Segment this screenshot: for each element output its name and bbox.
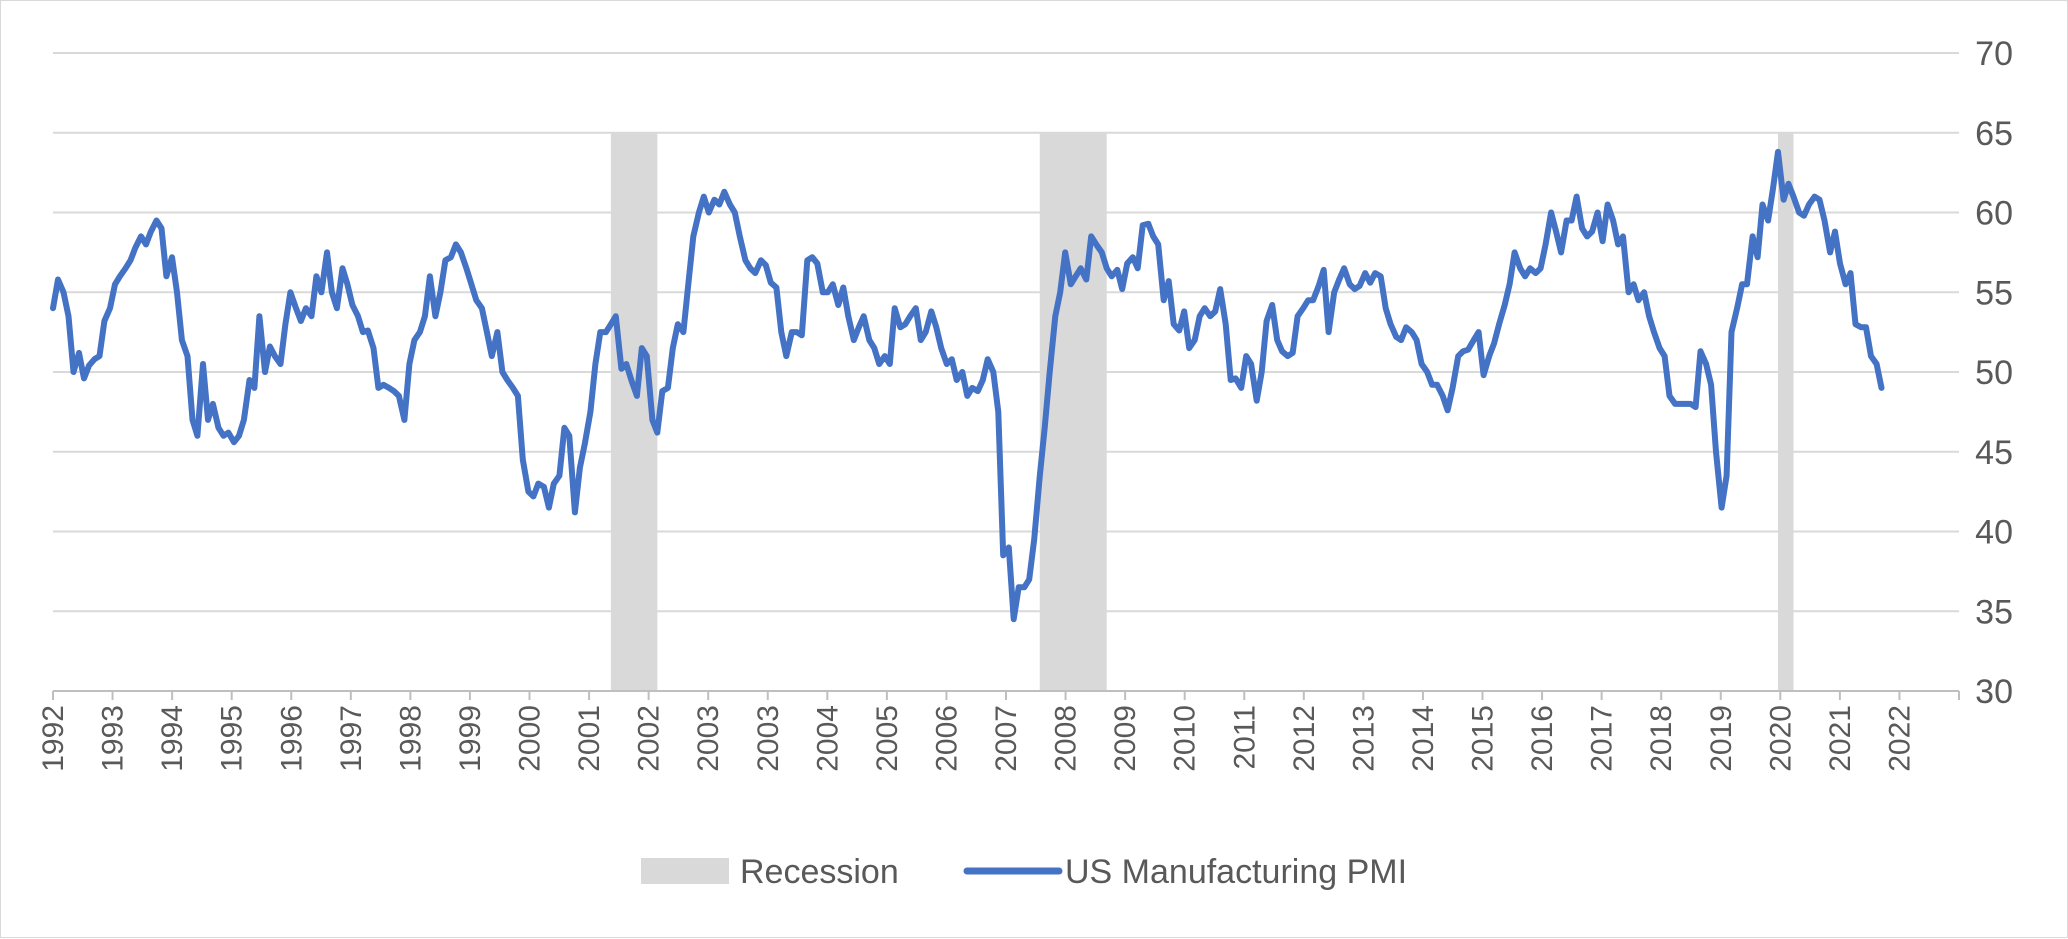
x-tick-label-23: 2014 [1407,705,1440,772]
x-tick-label-5: 1997 [335,705,368,772]
x-axis-tick-labels: 1992 1993 1994 1995 1996 1997 1998 1999 2000 2001… [37,705,1916,772]
x-tick-label-31: 2022 [1883,705,1916,772]
x-tick-label-4: 1996 [275,705,308,772]
x-tick-label-0: 1992 [37,705,70,772]
series-line-0 [50,148,1885,623]
x-tick-label-8: 2000 [514,705,547,772]
x-tick-label-11: 2003 [692,705,725,772]
x-tick-label-26: 2017 [1586,705,1619,772]
legend: Recession US Manufacturing PMI [641,853,1407,891]
y-tick-label-50: 50 [1975,354,2013,392]
x-tick-label-19: 2010 [1169,705,1202,772]
x-tick-label-27: 2018 [1645,705,1678,772]
x-tick-label-30: 2021 [1824,705,1857,772]
y-tick-label-60: 60 [1975,195,2013,233]
x-tick-label-29: 2020 [1764,705,1797,772]
x-tick-label-9: 2001 [573,705,606,772]
x-tick-label-28: 2019 [1705,705,1738,772]
recession-bands [610,132,1794,691]
legend-recession-swatch [641,858,729,884]
legend-recession-label: Recession [740,853,899,891]
x-tick-label-2: 1994 [156,705,189,772]
x-tick-label-25: 2016 [1526,705,1559,772]
y-tick-label-40: 40 [1975,514,2013,552]
recession-band-2 [1778,132,1794,691]
recession-band-1 [1039,132,1107,691]
x-tick-label-24: 2015 [1467,705,1500,772]
x-tick-label-16: 2007 [990,705,1023,772]
x-tick-label-6: 1998 [394,705,427,772]
y-axis-tick-labels: 30 35 40 45 50 55 60 65 70 [1975,35,2013,711]
x-tick-label-21: 2012 [1288,705,1321,772]
x-tick-label-14: 2005 [871,705,904,772]
y-tick-label-55: 55 [1975,274,2013,312]
x-tick-label-17: 2008 [1050,705,1083,772]
y-tick-label-70: 70 [1975,35,2013,73]
y-tick-label-30: 30 [1975,673,2013,711]
series-lines [50,148,1885,623]
x-tick-label-10: 2002 [633,705,666,772]
y-tick-label-35: 35 [1975,593,2013,631]
x-tick-label-7: 1999 [454,705,487,772]
y-tick-label-45: 45 [1975,434,2013,472]
x-tick-label-13: 2004 [811,705,844,772]
x-axis [52,690,1960,700]
y-tick-label-65: 65 [1975,115,2013,153]
legend-pmi-label: US Manufacturing PMI [1065,853,1407,891]
x-tick-label-18: 2009 [1109,705,1142,772]
x-tick-label-20: 2011 [1228,705,1261,770]
x-tick-label-22: 2013 [1347,705,1380,772]
x-tick-label-15: 2006 [930,705,963,772]
gridlines [53,52,1959,692]
x-tick-label-3: 1995 [216,705,249,772]
x-tick-label-12: 2003 [752,705,785,772]
x-tick-label-1: 1993 [97,705,130,772]
